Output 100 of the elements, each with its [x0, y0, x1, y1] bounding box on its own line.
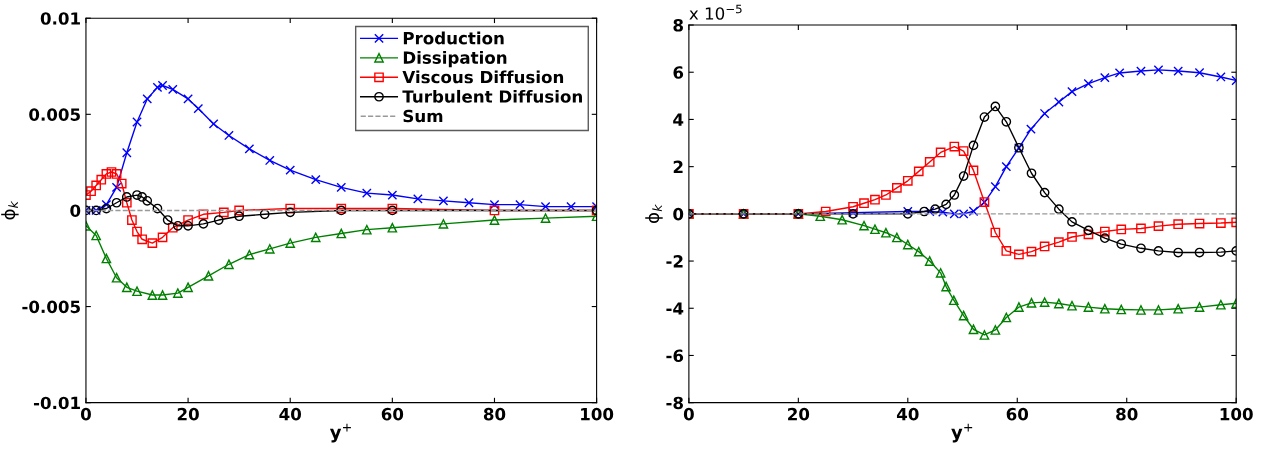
point: [1136, 223, 1146, 234]
x-tick-label: 100: [1220, 407, 1253, 421]
point: [1039, 297, 1050, 307]
point: [891, 232, 902, 243]
point: [137, 192, 147, 202]
point: [489, 205, 500, 216]
point: [208, 119, 219, 129]
point: [413, 194, 423, 204]
point: [948, 295, 959, 306]
point: [111, 197, 122, 208]
point: [310, 174, 321, 185]
point: [264, 244, 275, 254]
x-tick-label: 80: [1116, 407, 1138, 421]
point: [1026, 246, 1037, 257]
point: [244, 144, 255, 154]
point: [121, 147, 132, 158]
point: [310, 232, 321, 243]
y-tick-label: 4: [673, 113, 684, 126]
point: [132, 117, 142, 127]
point: [1153, 305, 1164, 315]
point: [1194, 247, 1205, 258]
point: [924, 157, 935, 167]
point: [101, 199, 112, 210]
point: [361, 224, 372, 235]
point: [101, 203, 112, 214]
y-tick-label: -0.01: [33, 396, 80, 410]
point: [489, 215, 500, 225]
point: [264, 155, 275, 166]
x-axis-title: y$^{+}$: [329, 423, 351, 443]
y-tick-label: -2: [666, 255, 683, 268]
point: [198, 219, 209, 229]
point: [1014, 302, 1024, 312]
legend-label: Production: [403, 31, 504, 45]
point: [1194, 302, 1205, 312]
y-tick-label: -0.005: [22, 300, 80, 314]
point: [132, 226, 142, 237]
point: [949, 190, 960, 200]
point: [1067, 217, 1077, 227]
point: [1136, 66, 1146, 76]
x-tick-label: 0: [80, 407, 91, 421]
point: [1001, 312, 1012, 323]
point: [183, 94, 193, 104]
point: [859, 198, 869, 209]
point: [1026, 297, 1037, 308]
point: [132, 190, 142, 200]
point: [1001, 246, 1012, 256]
point: [193, 103, 204, 114]
point: [116, 178, 127, 189]
y-tick-label: 0.01: [40, 12, 80, 25]
point: [167, 222, 178, 233]
point: [91, 230, 102, 241]
point: [91, 180, 102, 191]
point: [941, 281, 951, 292]
point: [990, 227, 1001, 238]
y-tick-label: 0: [673, 207, 684, 221]
point: [979, 330, 990, 340]
point: [990, 325, 1001, 335]
x-tick-label: 40: [279, 407, 302, 421]
point: [86, 186, 96, 197]
point: [1067, 232, 1077, 242]
point: [820, 206, 831, 217]
x-tick-label: 60: [381, 407, 404, 421]
point: [949, 141, 960, 152]
point: [167, 84, 178, 95]
point: [1114, 68, 1125, 78]
point: [1173, 66, 1184, 76]
point: [1083, 78, 1094, 89]
point: [1083, 229, 1094, 240]
point: [968, 324, 979, 335]
point: [387, 190, 398, 200]
point: [183, 282, 193, 293]
point: [361, 188, 372, 198]
point: [1039, 108, 1050, 119]
point: [930, 204, 941, 214]
point: [1026, 168, 1037, 179]
point: [173, 220, 183, 231]
point: [881, 190, 891, 200]
point: [96, 174, 107, 185]
point: [1054, 97, 1064, 107]
point: [183, 220, 193, 231]
point: [1083, 225, 1094, 236]
point: [438, 219, 449, 229]
point: [566, 201, 576, 212]
point: [990, 101, 1001, 112]
point: [259, 209, 270, 220]
point: [285, 238, 296, 248]
point: [1083, 302, 1094, 312]
point: [464, 197, 474, 208]
x-axis-title: y$^{+}$: [951, 423, 973, 443]
point: [540, 201, 551, 212]
y-tick-label: 2: [673, 160, 683, 173]
y-tick-label: 8: [673, 18, 683, 32]
point: [515, 199, 525, 210]
text: x 10$^{−5}$: [689, 4, 742, 20]
point: [1116, 239, 1127, 249]
point: [111, 272, 122, 283]
point: [213, 215, 224, 225]
point: [121, 197, 132, 208]
point: [968, 140, 979, 151]
point: [919, 206, 930, 217]
